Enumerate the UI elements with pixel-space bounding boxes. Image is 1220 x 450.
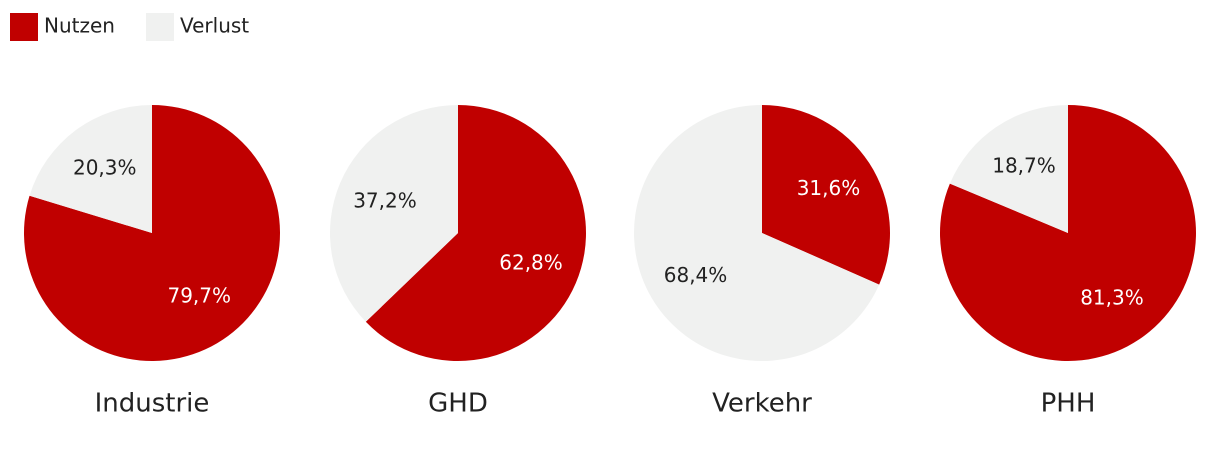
value-label: 81,3%	[1080, 286, 1144, 310]
chart-title: Verkehr	[712, 389, 812, 419]
value-label: 31,6%	[797, 176, 861, 200]
legend-swatch	[146, 13, 174, 41]
pie-slice	[949, 105, 1068, 233]
value-label: 20,3%	[73, 156, 137, 180]
value-label: 37,2%	[353, 188, 417, 212]
pie-slice	[23, 105, 281, 361]
pie-slice	[330, 105, 458, 322]
legend-label: Verlust	[180, 14, 249, 38]
legend-label: Nutzen	[44, 14, 115, 38]
chart-title: PHH	[1041, 389, 1096, 419]
pie-slice	[762, 105, 890, 285]
value-label: 62,8%	[499, 251, 563, 275]
legend-swatch	[10, 13, 38, 41]
chart-title: GHD	[428, 389, 488, 419]
value-label: 18,7%	[992, 153, 1056, 177]
chart-title: Industrie	[95, 389, 210, 419]
value-label: 79,7%	[167, 283, 231, 307]
pie-slice	[29, 105, 153, 233]
pie-slice	[365, 105, 586, 361]
value-label: 68,4%	[664, 263, 728, 287]
pie-slice	[634, 105, 880, 361]
